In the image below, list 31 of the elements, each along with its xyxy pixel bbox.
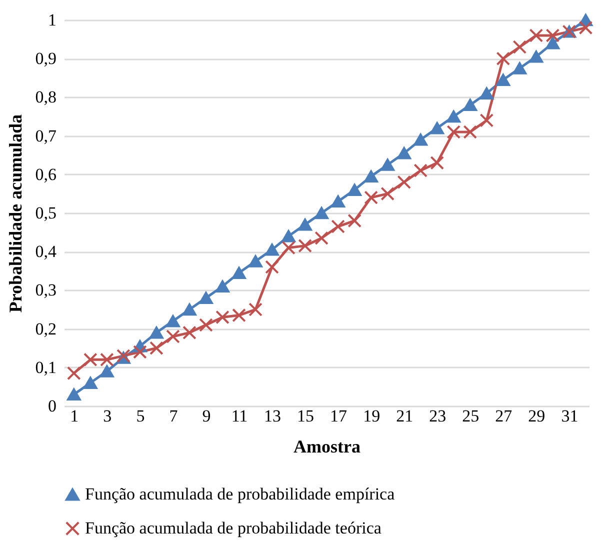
y-tick-label: 0,9 (35, 49, 56, 68)
x-tick-label: 25 (462, 406, 480, 426)
y-tick-label: 0,6 (35, 164, 56, 184)
x-tick-label: 5 (136, 406, 145, 426)
x-tick-label: 19 (363, 406, 380, 426)
y-tick-label: 0,8 (35, 88, 56, 107)
x-tick-label: 31 (561, 406, 578, 426)
x-tick-label: 3 (103, 406, 112, 426)
legend-label: Função acumulada de probabilidade empírica (85, 484, 396, 504)
y-tick-label: 0 (48, 396, 56, 416)
y-tick-label: 0,4 (35, 242, 57, 262)
x-tick-label: 17 (330, 406, 348, 426)
x-tick-label: 1 (70, 406, 79, 426)
x-tick-label: 15 (297, 406, 314, 426)
y-tick-label: 0,5 (35, 204, 56, 222)
y-tick-label: 0,7 (35, 126, 57, 146)
x-tick-label: 21 (396, 406, 414, 426)
y-tick-label: 0,2 (35, 319, 56, 338)
y-axis-title: Probabilidade acumulada (5, 114, 26, 313)
y-tick-label: 1 (48, 10, 56, 30)
x-tick-label: 23 (429, 406, 446, 426)
x-tick-label: 9 (202, 406, 211, 426)
x-tick-label: 29 (528, 406, 546, 426)
x-tick-label: 7 (169, 406, 178, 426)
x-tick-label: 27 (495, 406, 513, 426)
y-tick-label: 0,1 (35, 358, 56, 377)
x-tick-label: 13 (264, 406, 282, 426)
legend-label: Função acumulada de probabilidade teórica (85, 518, 382, 538)
x-axis-title: Amostra (294, 436, 360, 456)
x-tick-label: 11 (231, 406, 248, 426)
y-tick-label: 0,3 (35, 280, 56, 300)
